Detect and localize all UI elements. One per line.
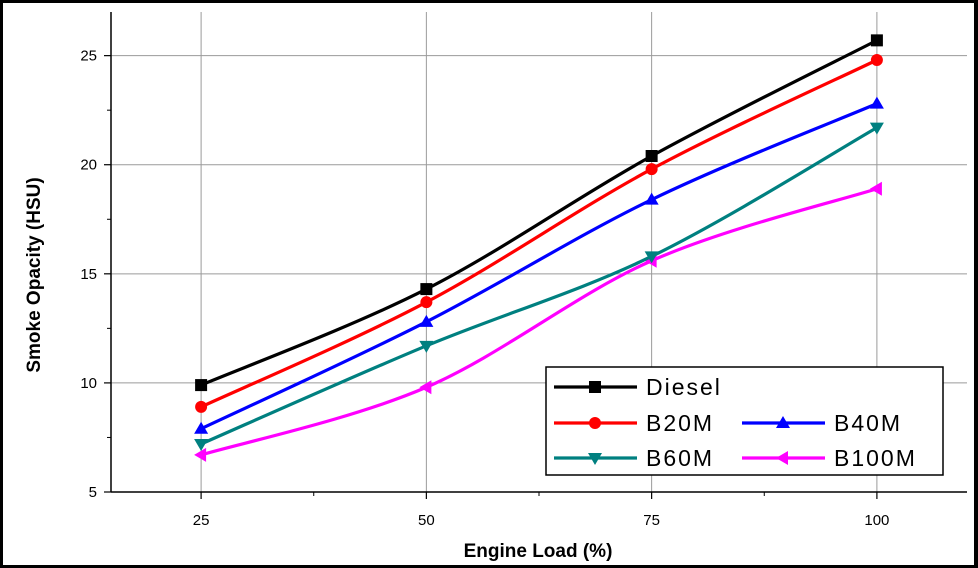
y-tick-label: 20: [80, 157, 97, 174]
data-point-b60m: [419, 340, 434, 353]
data-point-b20m: [870, 54, 883, 66]
axes: [104, 12, 967, 499]
series-line-b40m: [200, 102, 878, 431]
legend-item-b40m: B40M: [742, 410, 902, 436]
legend-marker-b60m: [588, 453, 602, 465]
data-point-b40m: [194, 421, 209, 434]
data-point-b40m: [644, 192, 659, 205]
series-b40m: [194, 96, 884, 434]
data-point-b20m: [195, 400, 208, 413]
data-point-diesel: [420, 283, 433, 296]
data-point-b60m: [869, 122, 884, 135]
y-tick-label: 10: [80, 375, 97, 392]
legend-marker-b40m: [776, 416, 790, 428]
legend-label-b100m: B100M: [834, 445, 917, 471]
data-point-b40m: [869, 96, 884, 109]
data-point-diesel: [645, 150, 658, 162]
series-line-b20m: [200, 58, 878, 409]
legend-label-b40m: B40M: [834, 410, 902, 436]
legend-label-b20m: B20M: [646, 410, 714, 436]
data-point-b60m: [194, 439, 209, 451]
x-tick-label: 100: [864, 512, 889, 529]
data-point-b20m: [420, 296, 433, 309]
x-axis-title: Engine Load (%): [464, 541, 613, 562]
legend-item-b100m: B100M: [742, 445, 917, 471]
legend-marker-b100m: [776, 451, 788, 465]
x-tick-label: 25: [193, 512, 210, 529]
series-b60m: [194, 122, 884, 451]
data-point-diesel: [870, 34, 883, 47]
y-tick-label: 15: [80, 266, 97, 283]
y-tick-label: 25: [80, 48, 97, 65]
series-line-b60m: [200, 126, 878, 446]
legend: Diesel B20M B40M B60M B100M: [545, 366, 944, 476]
x-tick-label: 50: [418, 512, 435, 529]
tick-labels: 5 10 15 20 25 25 50 75 100: [80, 48, 889, 529]
data-point-b100m: [194, 447, 207, 462]
data-point-diesel: [195, 379, 208, 392]
data-point-b20m: [645, 163, 658, 176]
legend-marker-diesel: [589, 381, 601, 393]
series-lines: [194, 34, 884, 462]
x-tick-label: 75: [643, 512, 660, 529]
legend-marker-b20m: [589, 417, 601, 429]
series-diesel: [195, 34, 883, 392]
series-line-diesel: [200, 38, 878, 387]
data-point-b100m: [419, 380, 432, 395]
legend-item-diesel: Diesel: [554, 374, 722, 400]
y-tick-label: 5: [89, 484, 97, 501]
y-axis-title: Smoke Opacity (HSU): [24, 177, 45, 372]
data-point-b100m: [869, 181, 882, 196]
legend-item-b20m: B20M: [554, 410, 714, 436]
legend-item-b60m: B60M: [554, 445, 714, 471]
data-point-b60m: [644, 251, 659, 264]
series-line-b100m: [200, 187, 878, 457]
data-point-b40m: [419, 314, 434, 327]
legend-label-b60m: B60M: [646, 445, 714, 471]
series-b20m: [195, 54, 883, 413]
legend-label-diesel: Diesel: [646, 374, 722, 400]
